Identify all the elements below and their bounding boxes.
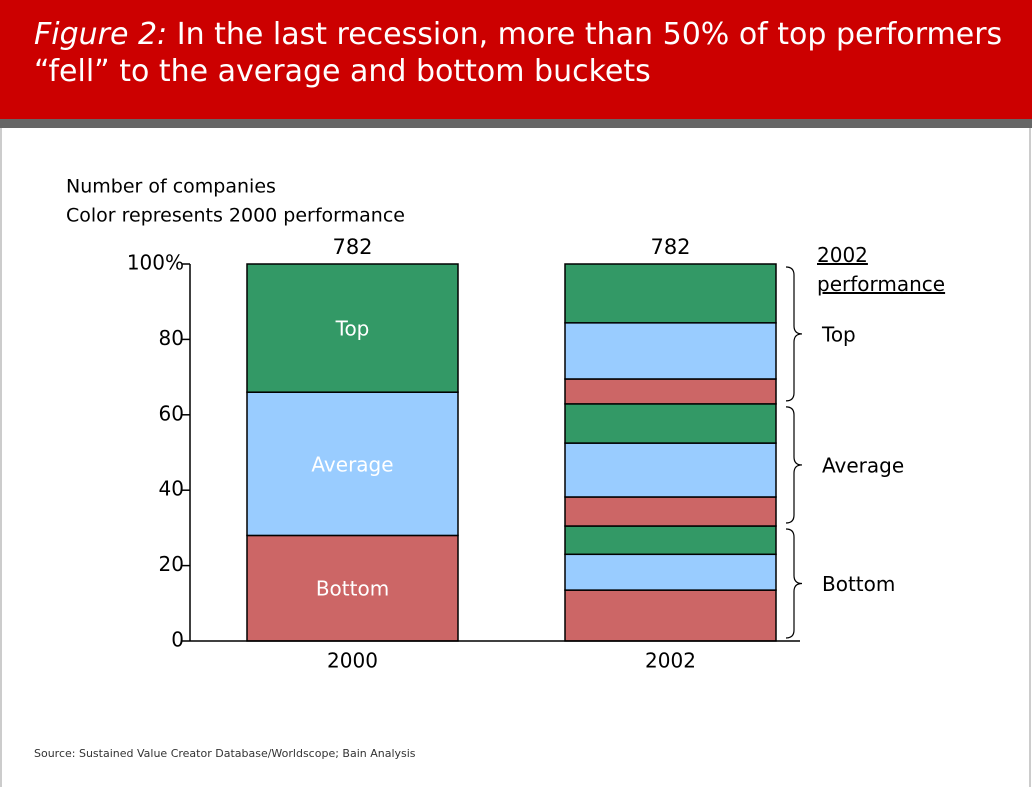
bar-segment — [564, 525, 777, 556]
y-tick-label: 60 — [159, 401, 184, 425]
bracket — [785, 266, 803, 402]
title-box: Figure 2: In the last recession, more th… — [34, 16, 1014, 90]
title-text: In the last recession, more than 50% of … — [34, 17, 1003, 89]
chart-title: Figure 2: In the last recession, more th… — [34, 16, 1014, 90]
bar-segment — [246, 391, 459, 537]
bar-segment — [246, 263, 459, 393]
bar-segment — [564, 263, 777, 324]
bracket-label: Top — [821, 322, 856, 346]
x-tick-label: 2000 — [327, 649, 378, 673]
bar-segment — [564, 378, 777, 405]
bar-segment — [564, 322, 777, 380]
bracket — [785, 528, 803, 639]
y-tick-label: 100% — [127, 251, 184, 275]
bracket-label: Average — [822, 453, 904, 477]
bracket — [785, 406, 803, 524]
source-note: Source: Sustained Value Creator Database… — [34, 747, 416, 760]
bar-segment — [564, 403, 777, 444]
segment-label: Average — [311, 452, 393, 476]
bar-segment — [564, 496, 777, 527]
subtitle: Number of companies — [66, 176, 276, 198]
bar-segment — [564, 442, 777, 498]
x-tick-label: 2002 — [645, 649, 696, 673]
y-tick-label: 0 — [171, 628, 184, 652]
bar-segment — [564, 589, 777, 642]
segment-label: Top — [335, 317, 370, 341]
title-prefix: Figure 2: — [34, 17, 168, 52]
bar-segment — [564, 553, 777, 591]
subtitle: Color represents 2000 performance — [66, 205, 405, 227]
bar-segment — [246, 534, 459, 642]
header-rule — [0, 119, 1032, 128]
bar-total: 782 — [650, 235, 690, 259]
y-tick-label: 80 — [159, 326, 184, 350]
segment-label: Bottom — [316, 577, 389, 601]
y-tick-label: 20 — [159, 552, 184, 576]
header-band — [0, 0, 1032, 119]
bracket-label: Bottom — [822, 572, 895, 596]
y-tick-label: 40 — [159, 477, 184, 501]
bracket-title: 2002 performance — [817, 243, 945, 296]
bar-total: 782 — [332, 235, 372, 259]
